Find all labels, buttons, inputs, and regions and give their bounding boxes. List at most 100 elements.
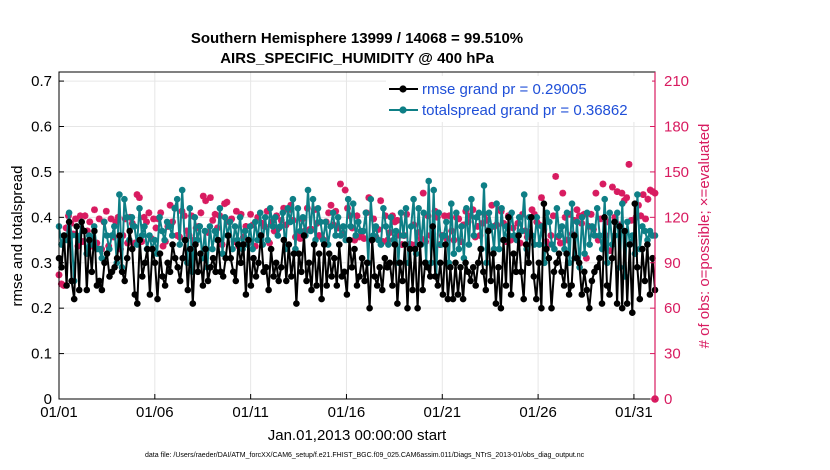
rmse-point <box>295 250 303 257</box>
rmse-point <box>121 277 128 285</box>
obs-evaluated-point <box>374 226 382 233</box>
obs-evaluated-point <box>337 180 344 188</box>
rmse-point <box>305 259 313 267</box>
x-axis-label: Jan.01,2013 00:00:00 start <box>268 427 447 444</box>
rmse-point <box>73 223 80 230</box>
rmse-point <box>439 291 447 298</box>
totalspread-point <box>455 245 463 253</box>
totalspread-point <box>536 241 543 248</box>
totalspread-point <box>520 191 528 198</box>
rmse-point <box>313 282 320 289</box>
rmse-point <box>166 268 174 276</box>
totalspread-point <box>209 245 216 253</box>
obs-evaluated-point <box>639 191 647 199</box>
rmse-point <box>568 282 575 289</box>
obs-evaluated-point <box>642 215 649 223</box>
rmse-point <box>182 236 189 244</box>
totalspread-point <box>284 205 292 212</box>
obs-evaluated-point <box>128 219 136 227</box>
rmse-point <box>366 304 373 312</box>
rmse-point <box>449 295 457 303</box>
legend: rmse grand pr = 0.29005 totalspread gran… <box>386 76 652 122</box>
rmse-point <box>606 291 613 298</box>
rmse-point <box>442 241 449 248</box>
obs-evaluated-point <box>353 212 361 220</box>
totalspread-point <box>344 195 352 203</box>
rmse-point <box>176 277 184 285</box>
rmse-point <box>379 286 386 294</box>
totalspread-point <box>634 191 641 198</box>
totalspread-point <box>231 223 239 230</box>
rmse-point <box>250 254 257 262</box>
totalspread-point <box>551 245 558 253</box>
obs-evaluated-point <box>294 230 302 238</box>
obs-evaluated-point <box>556 239 564 247</box>
totalspread-point <box>111 223 118 230</box>
rmse-point <box>116 232 123 239</box>
totalspread-point <box>277 223 284 230</box>
rmse-point <box>416 241 424 248</box>
rmse-point <box>515 232 522 239</box>
rmse-point <box>381 254 389 262</box>
rmse-point <box>472 282 480 289</box>
y-left-tick-label: 0.1 <box>31 346 52 363</box>
obs-evaluated-point <box>327 201 335 209</box>
x-tick-label: 01/26 <box>519 404 557 421</box>
obs-evaluated-point <box>627 216 635 224</box>
rmse-point <box>376 264 384 271</box>
rmse-point <box>252 273 260 280</box>
obs-evaluated-point <box>606 247 614 255</box>
obs-evaluated-point <box>493 221 500 229</box>
rmse-point <box>300 232 308 239</box>
obs-evaluated-point <box>242 223 250 230</box>
rmse-point <box>204 277 212 285</box>
obs-evaluated-point <box>604 218 612 226</box>
legend-box <box>386 76 652 122</box>
obs-evaluated-point <box>483 216 491 224</box>
rmse-point <box>535 259 543 267</box>
obs-evaluated-point <box>552 173 560 180</box>
totalspread-point <box>178 186 186 194</box>
rmse-point <box>533 295 540 303</box>
rmse-point <box>482 286 490 294</box>
obs-evaluated-point <box>549 212 557 220</box>
rmse-point <box>593 264 601 271</box>
obs-evaluated-point <box>140 213 148 221</box>
totalspread-point <box>251 218 259 226</box>
x-axis-ticks: 01/01 01/06 01/11 01/16 01/21 01/26 01/31 <box>40 394 653 421</box>
rmse-point <box>575 259 583 267</box>
totalspread-point <box>372 223 380 230</box>
obs-evaluated-point <box>209 216 217 224</box>
obs-evaluated-point <box>112 218 120 226</box>
rmse-point <box>406 245 414 253</box>
totalspread-point <box>146 232 153 239</box>
totalspread-point <box>480 182 488 189</box>
obs-evaluated-point <box>228 215 236 223</box>
rmse-point <box>184 286 192 294</box>
rmse-point <box>363 259 371 267</box>
x-tick-label: 01/01 <box>40 404 78 421</box>
totalspread-point <box>380 205 387 212</box>
totalspread-point <box>173 195 181 203</box>
totalspread-point <box>583 209 591 217</box>
totalspread-point <box>641 227 649 235</box>
rmse-point <box>267 245 275 253</box>
rmse-point <box>389 282 396 289</box>
obs-evaluated-point <box>334 224 342 232</box>
rmse-point <box>480 268 487 276</box>
y-left-tick-label: 0.3 <box>31 255 52 272</box>
rmse-point <box>101 259 108 267</box>
rmse-point <box>414 304 421 312</box>
obs-evaluated-point <box>79 238 87 245</box>
obs-evaluated-point <box>136 194 143 202</box>
rmse-point <box>341 268 348 276</box>
rmse-point <box>288 273 295 280</box>
rmse-point <box>583 286 591 294</box>
rmse-point <box>505 214 512 221</box>
obs-evaluated-point <box>188 212 195 220</box>
rmse-point <box>179 254 186 262</box>
rmse-point <box>144 245 151 253</box>
chart-title-line2: AIRS_SPECIFIC_HUMIDITY @ 400 hPa <box>220 50 494 67</box>
obs-evaluated-point <box>270 227 278 235</box>
rmse-point <box>459 295 467 303</box>
